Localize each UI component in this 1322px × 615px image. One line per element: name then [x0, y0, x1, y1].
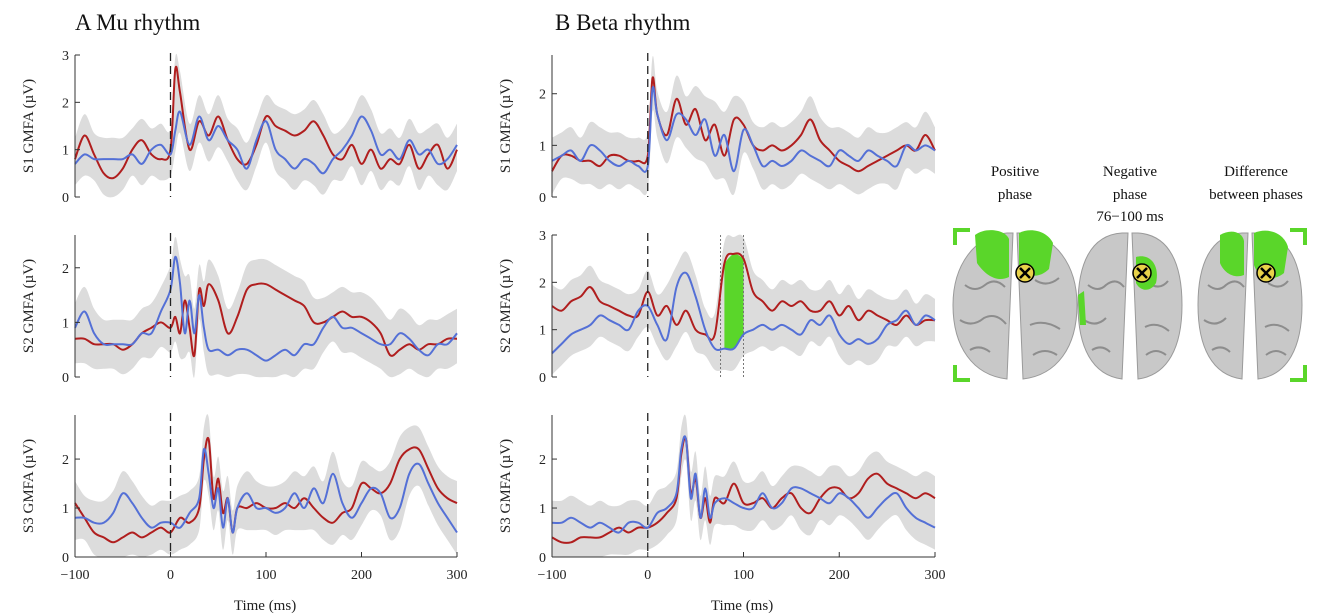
series-line-blue — [74, 447, 458, 534]
chart-a-s2: 0 1 2 S2 GMFA (µV) — [21, 233, 458, 386]
y-axis-label: S3 GMFA (µV) — [498, 439, 514, 533]
brain-panel: Positive phase Negative phase 76−100 ms … — [952, 164, 1307, 382]
negative-phase-label-2: phase — [1113, 187, 1147, 203]
positive-phase-label-1: Positive — [991, 164, 1040, 180]
panel-title-a: A Mu rhythm — [75, 10, 200, 35]
y-tick-label: 1 — [539, 324, 546, 339]
y-tick-label: 1 — [62, 144, 69, 159]
x-tick-label: 300 — [925, 568, 946, 583]
brain-positive — [952, 230, 1078, 380]
y-tick-label: 0 — [62, 551, 69, 566]
chart-a-s1: 0 1 2 3 S1 GMFA (µV) — [21, 49, 458, 206]
bracket-top-right — [1290, 228, 1307, 245]
y-tick-label: 1 — [539, 139, 546, 154]
brain-difference — [1197, 230, 1303, 380]
series-line-red — [74, 282, 458, 358]
series-line-red — [551, 76, 936, 173]
positive-phase-label-2: phase — [998, 187, 1032, 203]
series-line-blue — [74, 110, 458, 175]
x-tick-label: −100 — [61, 568, 90, 583]
series-line-blue — [551, 435, 936, 534]
y-axis-label: S1 GMFA (µV) — [21, 79, 37, 173]
difference-label-1: Difference — [1224, 164, 1288, 180]
bracket-bottom-right — [1290, 365, 1307, 382]
target-marker-icon — [1015, 263, 1035, 283]
y-tick-label: 0 — [539, 371, 546, 386]
y-tick-label: 1 — [62, 502, 69, 517]
x-tick-label: 0 — [644, 568, 651, 583]
bracket-bottom-left — [953, 365, 970, 382]
series-line-blue — [551, 85, 936, 173]
chart-b-s3: 0 1 2 −100 0 100 200 300 S3 GMFA (µV) — [498, 413, 946, 583]
bracket-top-left — [953, 228, 970, 245]
confidence-band — [75, 236, 457, 378]
x-tick-label: 200 — [351, 568, 372, 583]
y-tick-label: 0 — [62, 371, 69, 386]
y-tick-label: 0 — [539, 551, 546, 566]
series-line-red — [74, 437, 458, 544]
y-tick-label: 2 — [539, 276, 546, 291]
chart-b-s2: 0 1 2 3 S2 GMFA (µV) — [498, 229, 936, 386]
target-marker-icon — [1132, 263, 1152, 283]
x-axis-label-a: Time (ms) — [234, 598, 296, 614]
panel-title-b: B Beta rhythm — [555, 10, 691, 35]
chart-a-s3: 0 1 2 −100 0 100 200 300 S3 GMFA (µV) — [21, 413, 468, 583]
series-line-blue — [551, 271, 936, 355]
confidence-band — [75, 414, 457, 558]
y-tick-label: 2 — [539, 88, 546, 103]
time-window-label: 76−100 ms — [1096, 209, 1163, 225]
negative-phase-label-1: Negative — [1103, 164, 1157, 180]
y-tick-label: 3 — [62, 49, 69, 64]
y-axis-label: S3 GMFA (µV) — [21, 439, 37, 533]
y-axis-label: S2 GMFA (µV) — [21, 259, 37, 353]
series-line-red — [551, 252, 936, 341]
y-tick-label: 0 — [539, 191, 546, 206]
target-marker-icon — [1256, 263, 1276, 283]
series-line-red — [551, 436, 936, 544]
series-line-blue — [74, 255, 458, 362]
x-tick-label: 300 — [447, 568, 468, 583]
confidence-band — [75, 53, 457, 198]
x-tick-label: 0 — [167, 568, 174, 583]
y-tick-label: 2 — [539, 453, 546, 468]
plot-area: 0 1 2 3 S1 GMFA (µV) 0 1 2 S2 GMFA (µV) 0 1 2 −100 0 1… — [21, 49, 946, 583]
highlight-window-fill — [724, 253, 744, 350]
brain-negative — [1077, 232, 1183, 380]
confidence-band — [552, 414, 935, 558]
y-tick-label: 2 — [62, 262, 69, 277]
y-axis-label: S2 GMFA (µV) — [498, 259, 514, 353]
y-tick-label: 1 — [62, 316, 69, 331]
x-tick-label: 200 — [829, 568, 850, 583]
x-tick-label: 100 — [256, 568, 277, 583]
y-tick-label: 3 — [539, 229, 546, 244]
y-tick-label: 0 — [62, 191, 69, 206]
y-axis-label: S1 GMFA (µV) — [498, 79, 514, 173]
y-tick-label: 2 — [62, 453, 69, 468]
x-tick-label: 100 — [733, 568, 754, 583]
y-tick-label: 1 — [539, 502, 546, 517]
y-tick-label: 2 — [62, 96, 69, 111]
chart-b-s1: 0 1 2 S1 GMFA (µV) — [498, 53, 936, 206]
difference-label-2: between phases — [1209, 187, 1303, 203]
x-tick-label: −100 — [538, 568, 567, 583]
x-axis-label-b: Time (ms) — [711, 598, 773, 614]
